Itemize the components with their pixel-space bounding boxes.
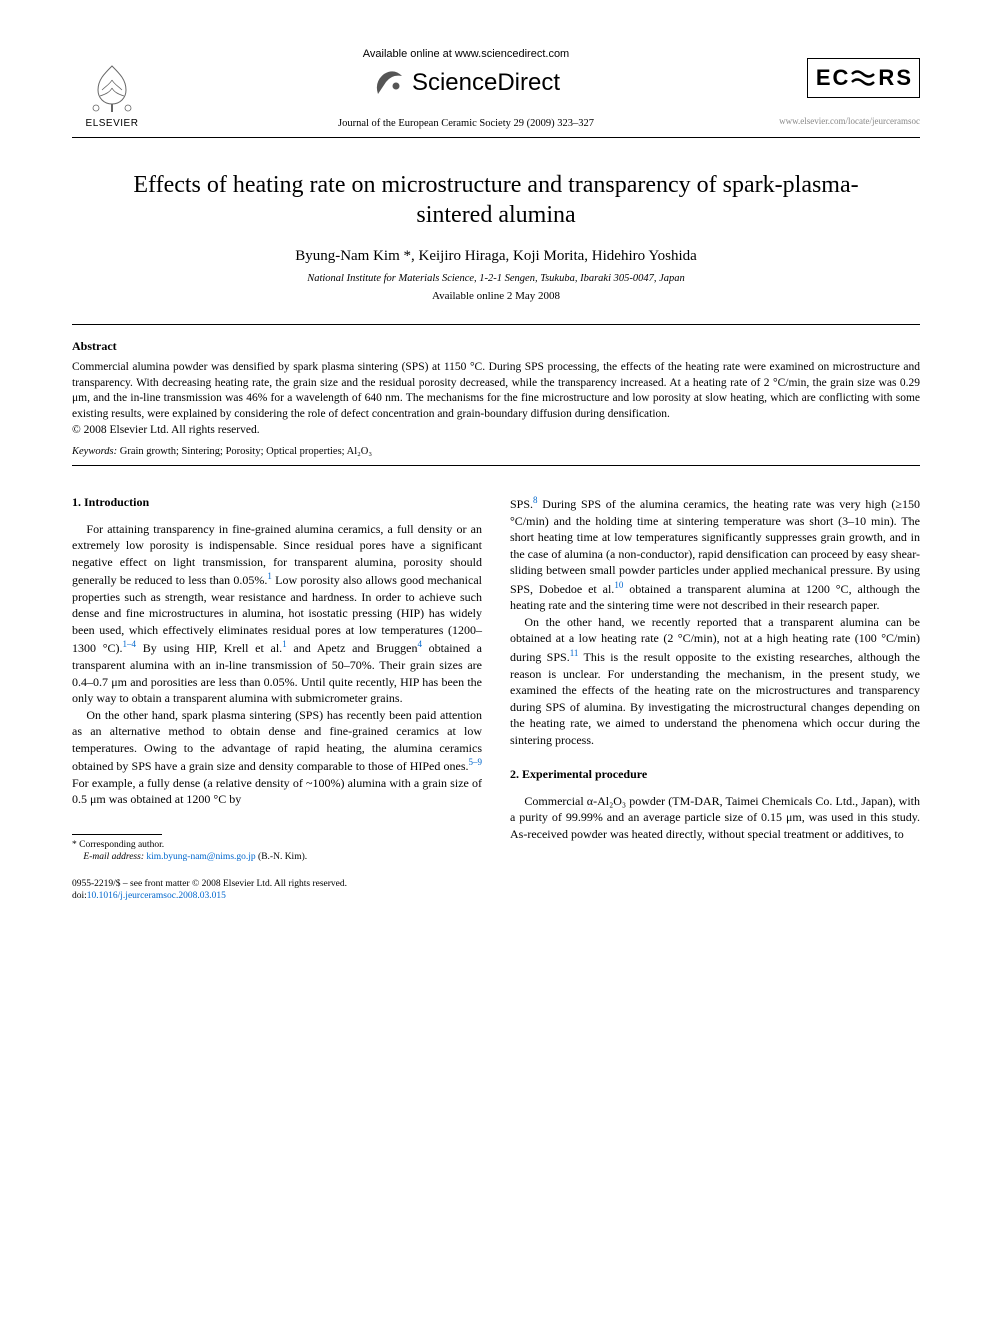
issn-copyright: 0955-2219/$ – see front matter © 2008 El… [72,878,920,890]
footnote-rule [72,834,162,835]
abstract-rule-top [72,324,920,325]
email-suffix: (B.-N. Kim). [258,852,307,862]
intro-heading: 1. Introduction [72,494,482,511]
keywords-text: Grain growth; Sintering; Porosity; Optic… [120,446,372,457]
ecers-letter-s: S [896,65,911,91]
citation-link[interactable]: 10 [614,580,623,590]
authors: Byung-Nam Kim *, Keijiro Hiraga, Koji Mo… [72,248,920,265]
abstract-block: Abstract Commercial alumina powder was d… [72,339,920,436]
intro-paragraph-1: For attaining transparency in fine-grain… [72,521,482,707]
ecers-wave-icon [850,67,876,89]
keywords-label: Keywords: [72,446,117,457]
available-date: Available online 2 May 2008 [72,290,920,302]
body-columns: 1. Introduction For attaining transparen… [72,494,920,864]
page-header: ELSEVIER Available online at www.science… [72,40,920,129]
ecers-letter-r: R [878,65,894,91]
doi-prefix: doi: [72,891,87,901]
column-right: SPS.8 During SPS of the alumina ceramics… [510,494,920,864]
header-rule [72,137,920,138]
available-online-text: Available online at www.sciencedirect.co… [363,48,569,60]
abstract-text: Commercial alumina powder was densified … [72,360,920,422]
doi-line: doi:10.1016/j.jeurceramsoc.2008.03.015 [72,890,920,902]
column-left: 1. Introduction For attaining transparen… [72,494,482,864]
intro-paragraph-2: On the other hand, spark plasma sinterin… [72,707,482,808]
ecers-logo: E C R S [807,58,920,98]
abstract-copyright: © 2008 Elsevier Ltd. All rights reserved… [72,424,920,436]
ecers-logo-block: E C R S www.elsevier.com/locate/jeurcera… [780,40,920,126]
elsevier-tree-icon [84,60,140,116]
email-label: E-mail address: [83,852,144,862]
elsevier-label: ELSEVIER [86,118,139,129]
article-title: Effects of heating rate on microstructur… [112,170,880,230]
abstract-rule-bottom [72,465,920,466]
ecers-url: www.elsevier.com/locate/jeurceramsoc [779,116,920,126]
email-line: E-mail address: kim.byung-nam@nims.go.jp… [72,851,482,863]
ecers-letter-c: C [833,65,849,91]
corresponding-author: * Corresponding author. [72,839,482,851]
sciencedirect-logo: ScienceDirect [372,66,560,100]
email-link[interactable]: kim.byung-nam@nims.go.jp [146,852,255,862]
experimental-heading: 2. Experimental procedure [510,766,920,783]
bottom-info: 0955-2219/$ – see front matter © 2008 El… [72,878,920,903]
intro-paragraph-3: On the other hand, we recently reported … [510,614,920,748]
abstract-heading: Abstract [72,339,920,354]
intro-paragraph-2-cont: SPS.8 During SPS of the alumina ceramics… [510,494,920,614]
ecers-letter-e: E [816,65,831,91]
elsevier-logo-block: ELSEVIER [72,40,152,129]
experimental-paragraph-1: Commercial α-Al₂O₃ powder (TM-DAR, Taime… [510,793,920,843]
keywords: Keywords: Grain growth; Sintering; Poros… [72,446,920,457]
citation-link[interactable]: 5–9 [469,757,483,767]
sciencedirect-text: ScienceDirect [412,69,560,97]
citation-link[interactable]: 1–4 [123,639,137,649]
doi-link[interactable]: 10.1016/j.jeurceramsoc.2008.03.015 [87,891,226,901]
journal-reference: Journal of the European Ceramic Society … [338,118,594,129]
sciencedirect-swoosh-icon [372,66,406,100]
footnote-block: * Corresponding author. E-mail address: … [72,839,482,864]
center-header: Available online at www.sciencedirect.co… [152,40,780,129]
affiliation: National Institute for Materials Science… [72,273,920,284]
